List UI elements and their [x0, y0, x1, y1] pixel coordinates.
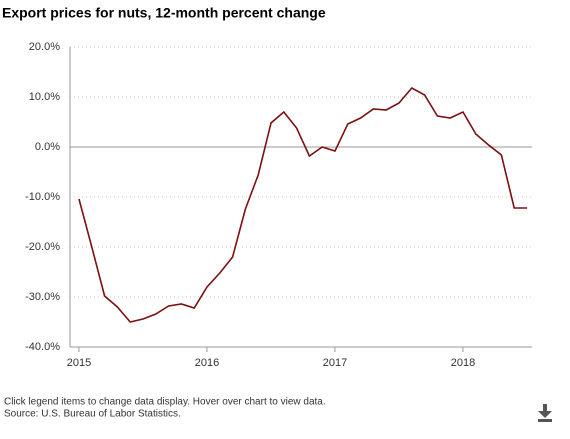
line	[78, 86, 527, 323]
x-tick-label: 2018	[451, 357, 475, 369]
x-tick-label: 2017	[323, 357, 347, 369]
download-icon[interactable]	[538, 404, 552, 422]
chart-title: Export prices for nuts, 12-month percent…	[2, 5, 326, 21]
y-tick-label: -10.0%	[25, 191, 60, 203]
y-tick-label: -30.0%	[25, 291, 60, 303]
x-tick-label: 2016	[195, 357, 219, 369]
y-tick-label: -20.0%	[25, 241, 60, 253]
x-tick-label: 2015	[67, 357, 91, 369]
note: Click legend items to change data displa…	[4, 397, 326, 408]
y-tick-label: -40.0%	[25, 341, 60, 353]
y-tick-label: 0.0%	[35, 141, 60, 153]
y-tick-label: 20.0%	[29, 41, 60, 53]
note: Source: U.S. Bureau of Labor Statistics.	[4, 409, 181, 420]
y-tick-label: 10.0%	[29, 91, 60, 103]
